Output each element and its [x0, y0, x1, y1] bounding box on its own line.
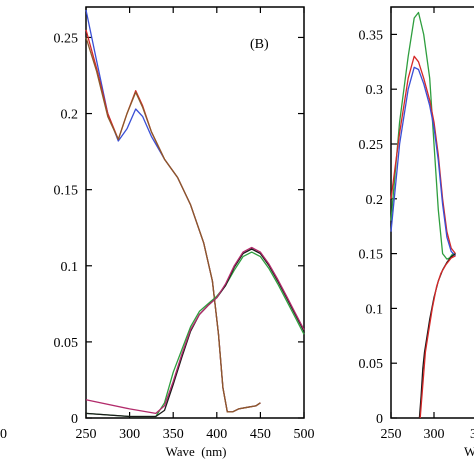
panel-c-y-tick-label: 0.05: [359, 357, 384, 372]
panel-c-x-tick-label: 250: [381, 427, 402, 442]
panel-b-x-tick-label: 450: [250, 427, 271, 442]
panel-b-x-tick-label: 300: [119, 427, 140, 442]
panel-b-y-tick-label: 0.15: [54, 184, 79, 199]
panel-c-series-line-3: [390, 66, 456, 257]
panel-b-ticks: 250 300 350 400 450 500 0 0.05 0.1 0.15 0.2 0.25: [54, 7, 315, 442]
panel-b-series-line-6: [85, 246, 305, 415]
panel-c-y-tick-label: 0.25: [359, 138, 384, 153]
panel-b-series-line-3: [85, 37, 261, 413]
panel-c-x-tick-partial: 3: [470, 427, 474, 442]
panel-b-frame: [85, 6, 305, 419]
panel-b-x-tick-label: 250: [76, 427, 97, 442]
panel-c-series-line-5: [419, 255, 456, 419]
panel-b: (B) Wave (nm) 250 300 350 400 450 500 0 0.05 0.1…: [54, 6, 315, 459]
panel-c-series-line-4: [418, 253, 456, 419]
panel-c-series: [390, 11, 457, 419]
panel-b-y-tick-label: 0: [71, 412, 78, 427]
panel-b-series-line-2: [85, 29, 261, 413]
panel-b-y-tick-label: 0.25: [54, 31, 79, 46]
panel-c-y-tick-label: 0.35: [359, 28, 384, 43]
panel-c-y-tick-label: 0.1: [366, 302, 384, 317]
panel-c-y-tick-label: 0: [376, 412, 383, 427]
panel-b-y-tick-label: 0.05: [54, 336, 79, 351]
panel-c-x-axis-label-partial: W: [464, 444, 474, 459]
panel-b-series-line-5: [85, 248, 305, 418]
panel-c-y-tick-label: 0.15: [359, 248, 384, 263]
panel-b-series-line-4: [85, 251, 305, 418]
panel-b-x-tick-label: 350: [163, 427, 184, 442]
panel-c-frame: [390, 6, 474, 419]
left-panel-fragment-tick: 0: [0, 427, 7, 442]
panel-b-series-line-1: [85, 9, 261, 413]
panel-b-x-axis-label: Wave (nm): [165, 444, 226, 459]
panel-c-y-tick-label: 0.3: [366, 83, 384, 98]
panel-b-y-tick-label: 0.1: [61, 260, 79, 275]
panel-c-ticks: 250 300 0 0.05 0.1 0.15 0.2 0.25 0.3 0.35: [359, 7, 445, 442]
panel-c-series-line-2: [390, 55, 457, 255]
panel-c-y-tick-label: 0.2: [366, 193, 384, 208]
panel-b-label: (B): [250, 37, 269, 52]
panel-b-series: [85, 9, 305, 418]
panel-b-y-tick-label: 0.2: [61, 108, 79, 123]
panel-c: 3 W 250 300 0 0.05 0.1 0.15 0.2 0.25 0.3 0.35: [359, 6, 474, 459]
panel-b-x-tick-label: 500: [294, 427, 315, 442]
panel-c-x-tick-label: 300: [424, 427, 445, 442]
panel-b-x-tick-label: 400: [206, 427, 227, 442]
